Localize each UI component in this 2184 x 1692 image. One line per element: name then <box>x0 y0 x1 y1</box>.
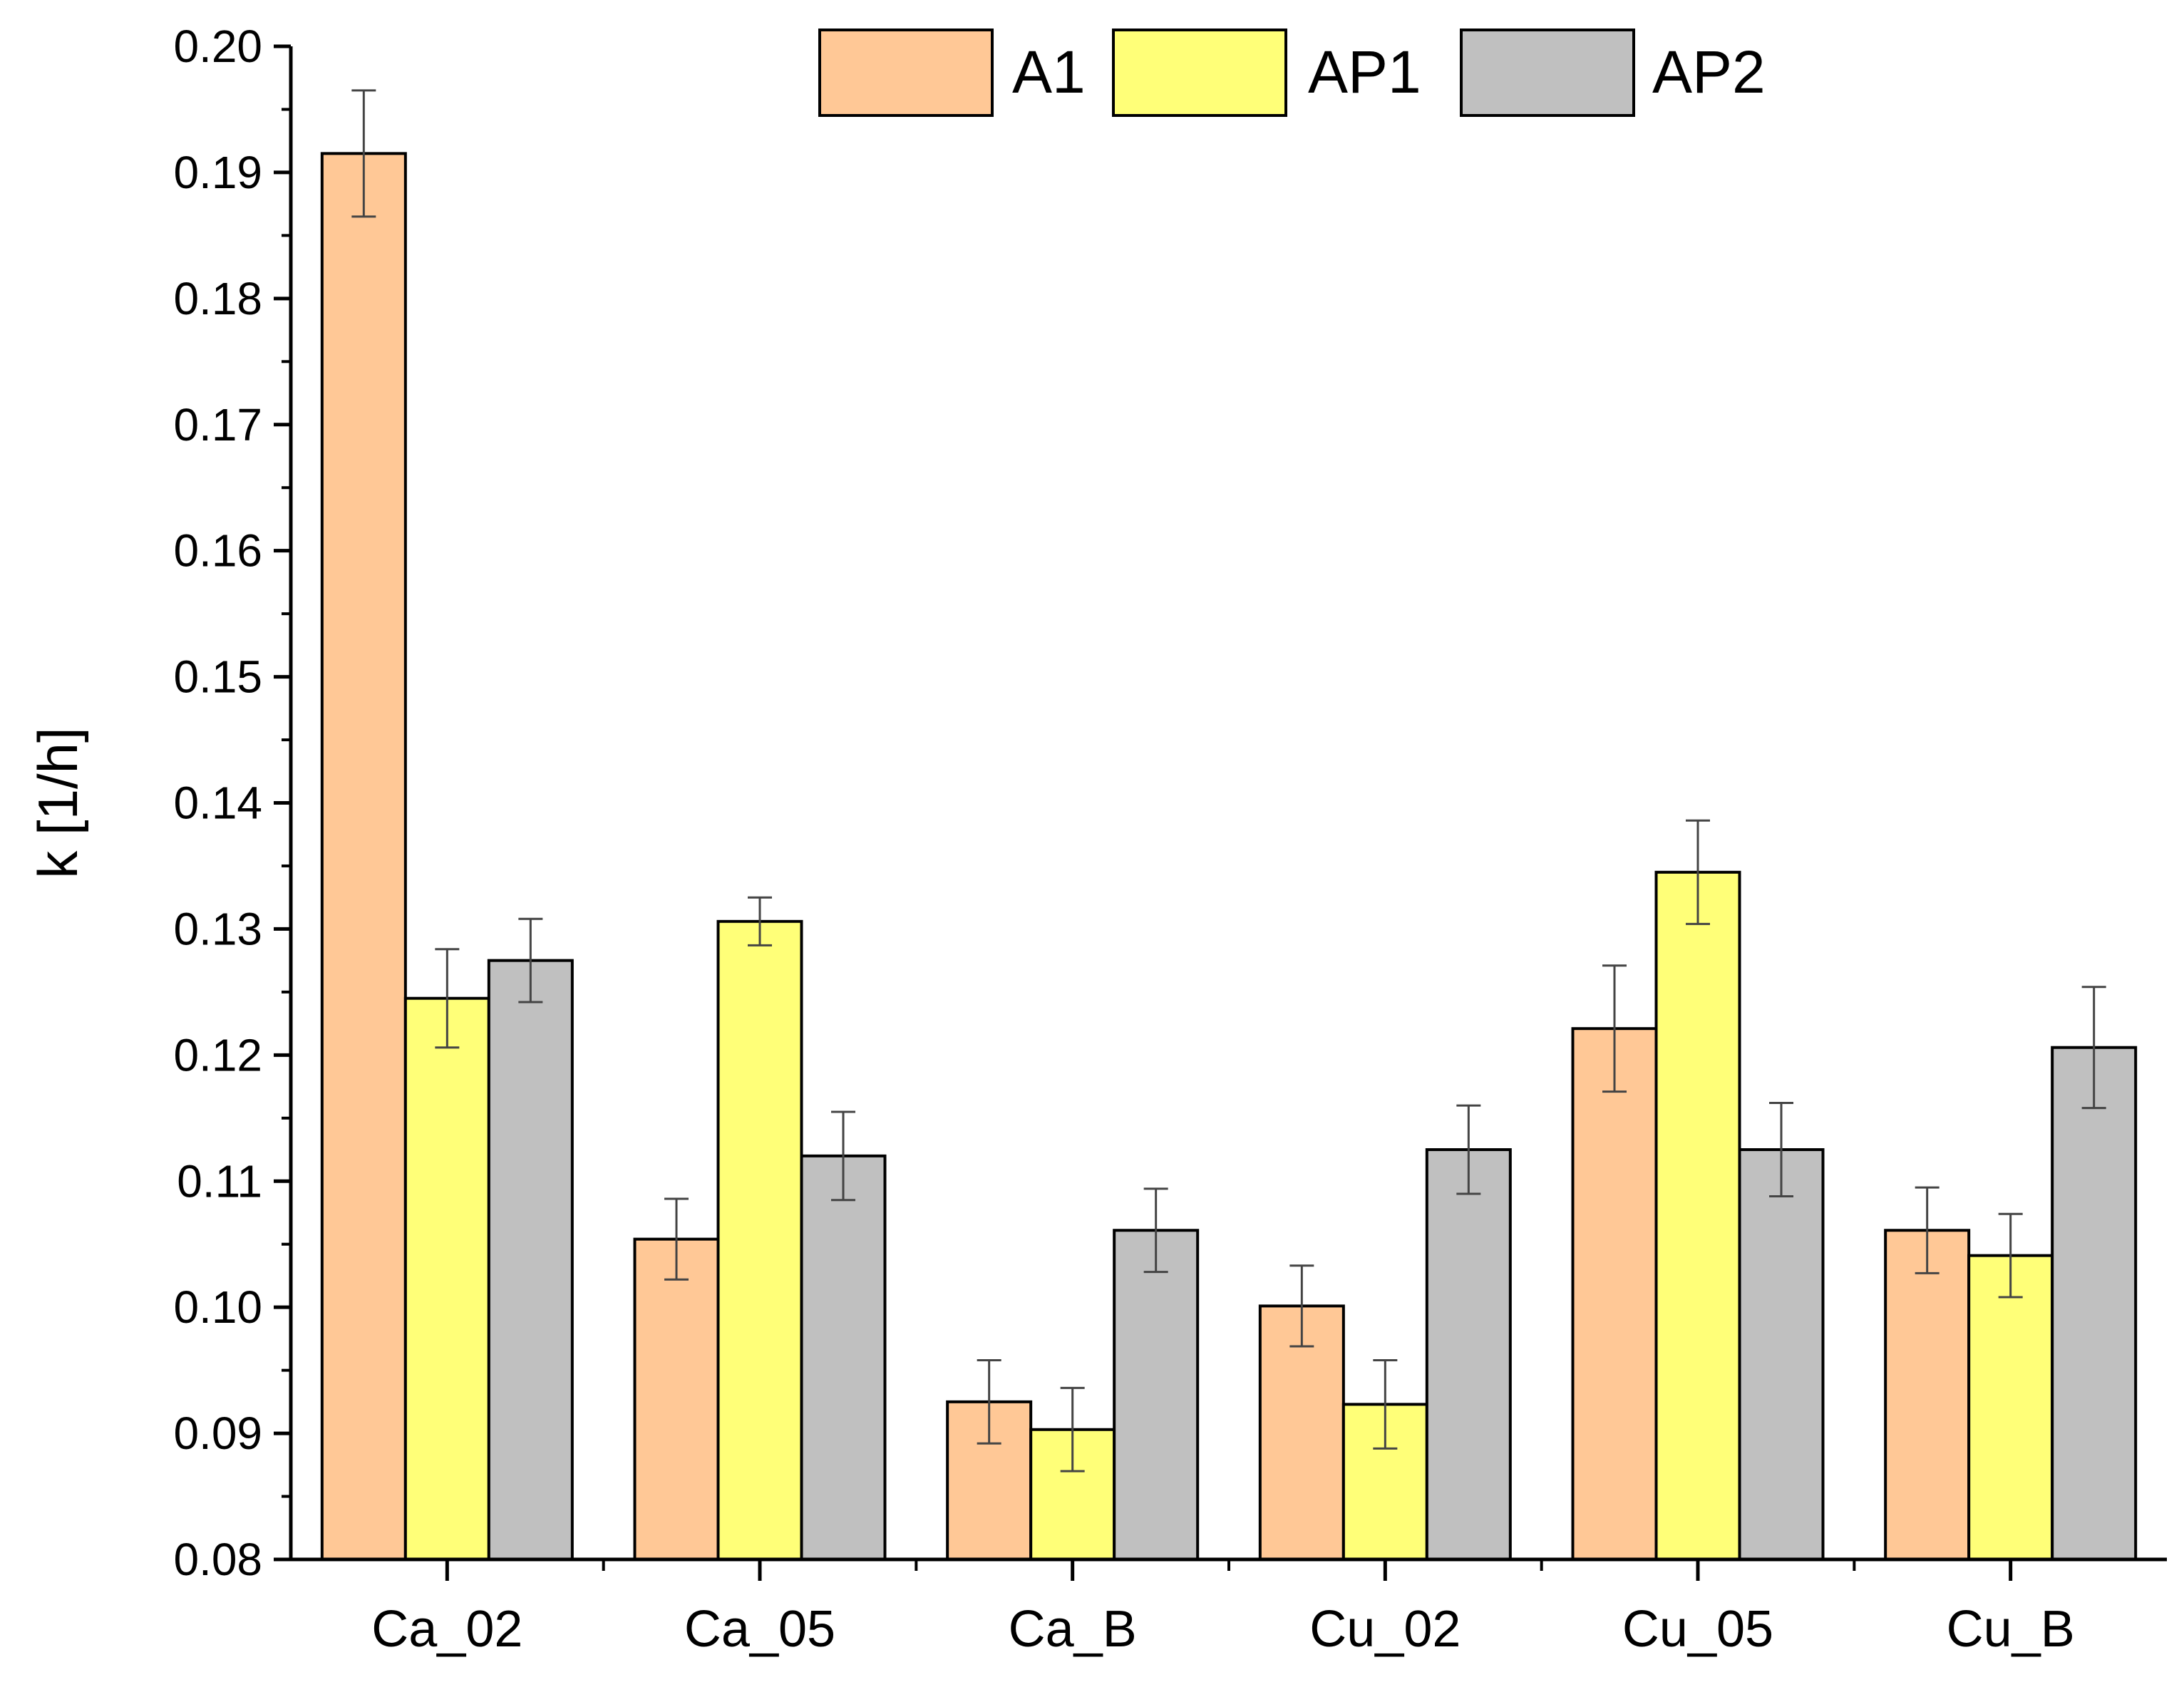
bar-ap2-cu_b <box>2051 1046 2138 1562</box>
bar-ap1-ca_02 <box>403 996 490 1561</box>
x-tick-label: Cu_02 <box>1309 1601 1461 1658</box>
bar-ap2-cu_05 <box>1738 1148 1825 1562</box>
bar-ap1-cu_b <box>1967 1254 2054 1562</box>
bar-ap1-ca_05 <box>716 919 803 1561</box>
x-tick-label: Ca_05 <box>684 1601 835 1658</box>
legend: A1 AP1 AP2 <box>818 29 1766 117</box>
y-tick-label: 0.17 <box>173 399 262 450</box>
bar-a1-ca_02 <box>320 152 407 1562</box>
y-ticks: 0.08 0.09 0.10 0.11 0.12 0.13 0.14 0.15 0.16 0.17… <box>173 21 291 1585</box>
bar-ap2-ca_02 <box>487 959 574 1562</box>
x-tick-label: Ca_B <box>1009 1601 1137 1658</box>
y-tick-label: 0.08 <box>173 1534 262 1585</box>
y-tick-label: 0.09 <box>173 1408 262 1459</box>
bars-layer <box>320 152 2138 1562</box>
x-ticks: Ca_02 Ca_05 Ca_B Cu_02 Cu_05 Cu_B <box>371 1559 2075 1658</box>
legend-swatch-a1 <box>818 29 994 117</box>
bar-ap1-cu_05 <box>1654 870 1741 1562</box>
y-axis-title: k [1/h] <box>26 727 89 878</box>
bar-ap2-ca_05 <box>800 1154 887 1562</box>
x-tick-label: Cu_05 <box>1622 1601 1773 1658</box>
y-tick-label: 0.14 <box>173 778 262 829</box>
bar-a1-cu_b <box>1884 1229 1971 1562</box>
y-tick-label: 0.12 <box>173 1029 262 1080</box>
bar-ap2-cu_02 <box>1425 1148 1512 1562</box>
error-bars-layer <box>351 89 2106 1472</box>
bar-a1-cu_05 <box>1571 1027 1658 1561</box>
bar-ap2-ca_b <box>1113 1229 1200 1562</box>
x-tick-label: Cu_B <box>1947 1601 2075 1658</box>
legend-label-ap2: AP2 <box>1652 38 1766 105</box>
legend-swatch-ap1 <box>1112 29 1287 117</box>
y-tick-label: 0.10 <box>173 1281 262 1333</box>
y-tick-label: 0.16 <box>173 525 262 577</box>
x-tick-label: Ca_02 <box>371 1601 522 1658</box>
y-tick-label: 0.18 <box>173 273 262 324</box>
y-tick-label: 0.15 <box>173 651 262 703</box>
legend-label-a1: A1 <box>1012 38 1086 105</box>
y-tick-label: 0.20 <box>173 21 262 72</box>
legend-label-ap1: AP1 <box>1308 38 1421 105</box>
legend-swatch-ap2 <box>1460 29 1635 117</box>
bar-a1-ca_05 <box>633 1237 720 1562</box>
y-tick-label: 0.11 <box>177 1155 262 1207</box>
y-tick-label: 0.19 <box>173 147 262 198</box>
y-tick-label: 0.13 <box>173 903 262 954</box>
